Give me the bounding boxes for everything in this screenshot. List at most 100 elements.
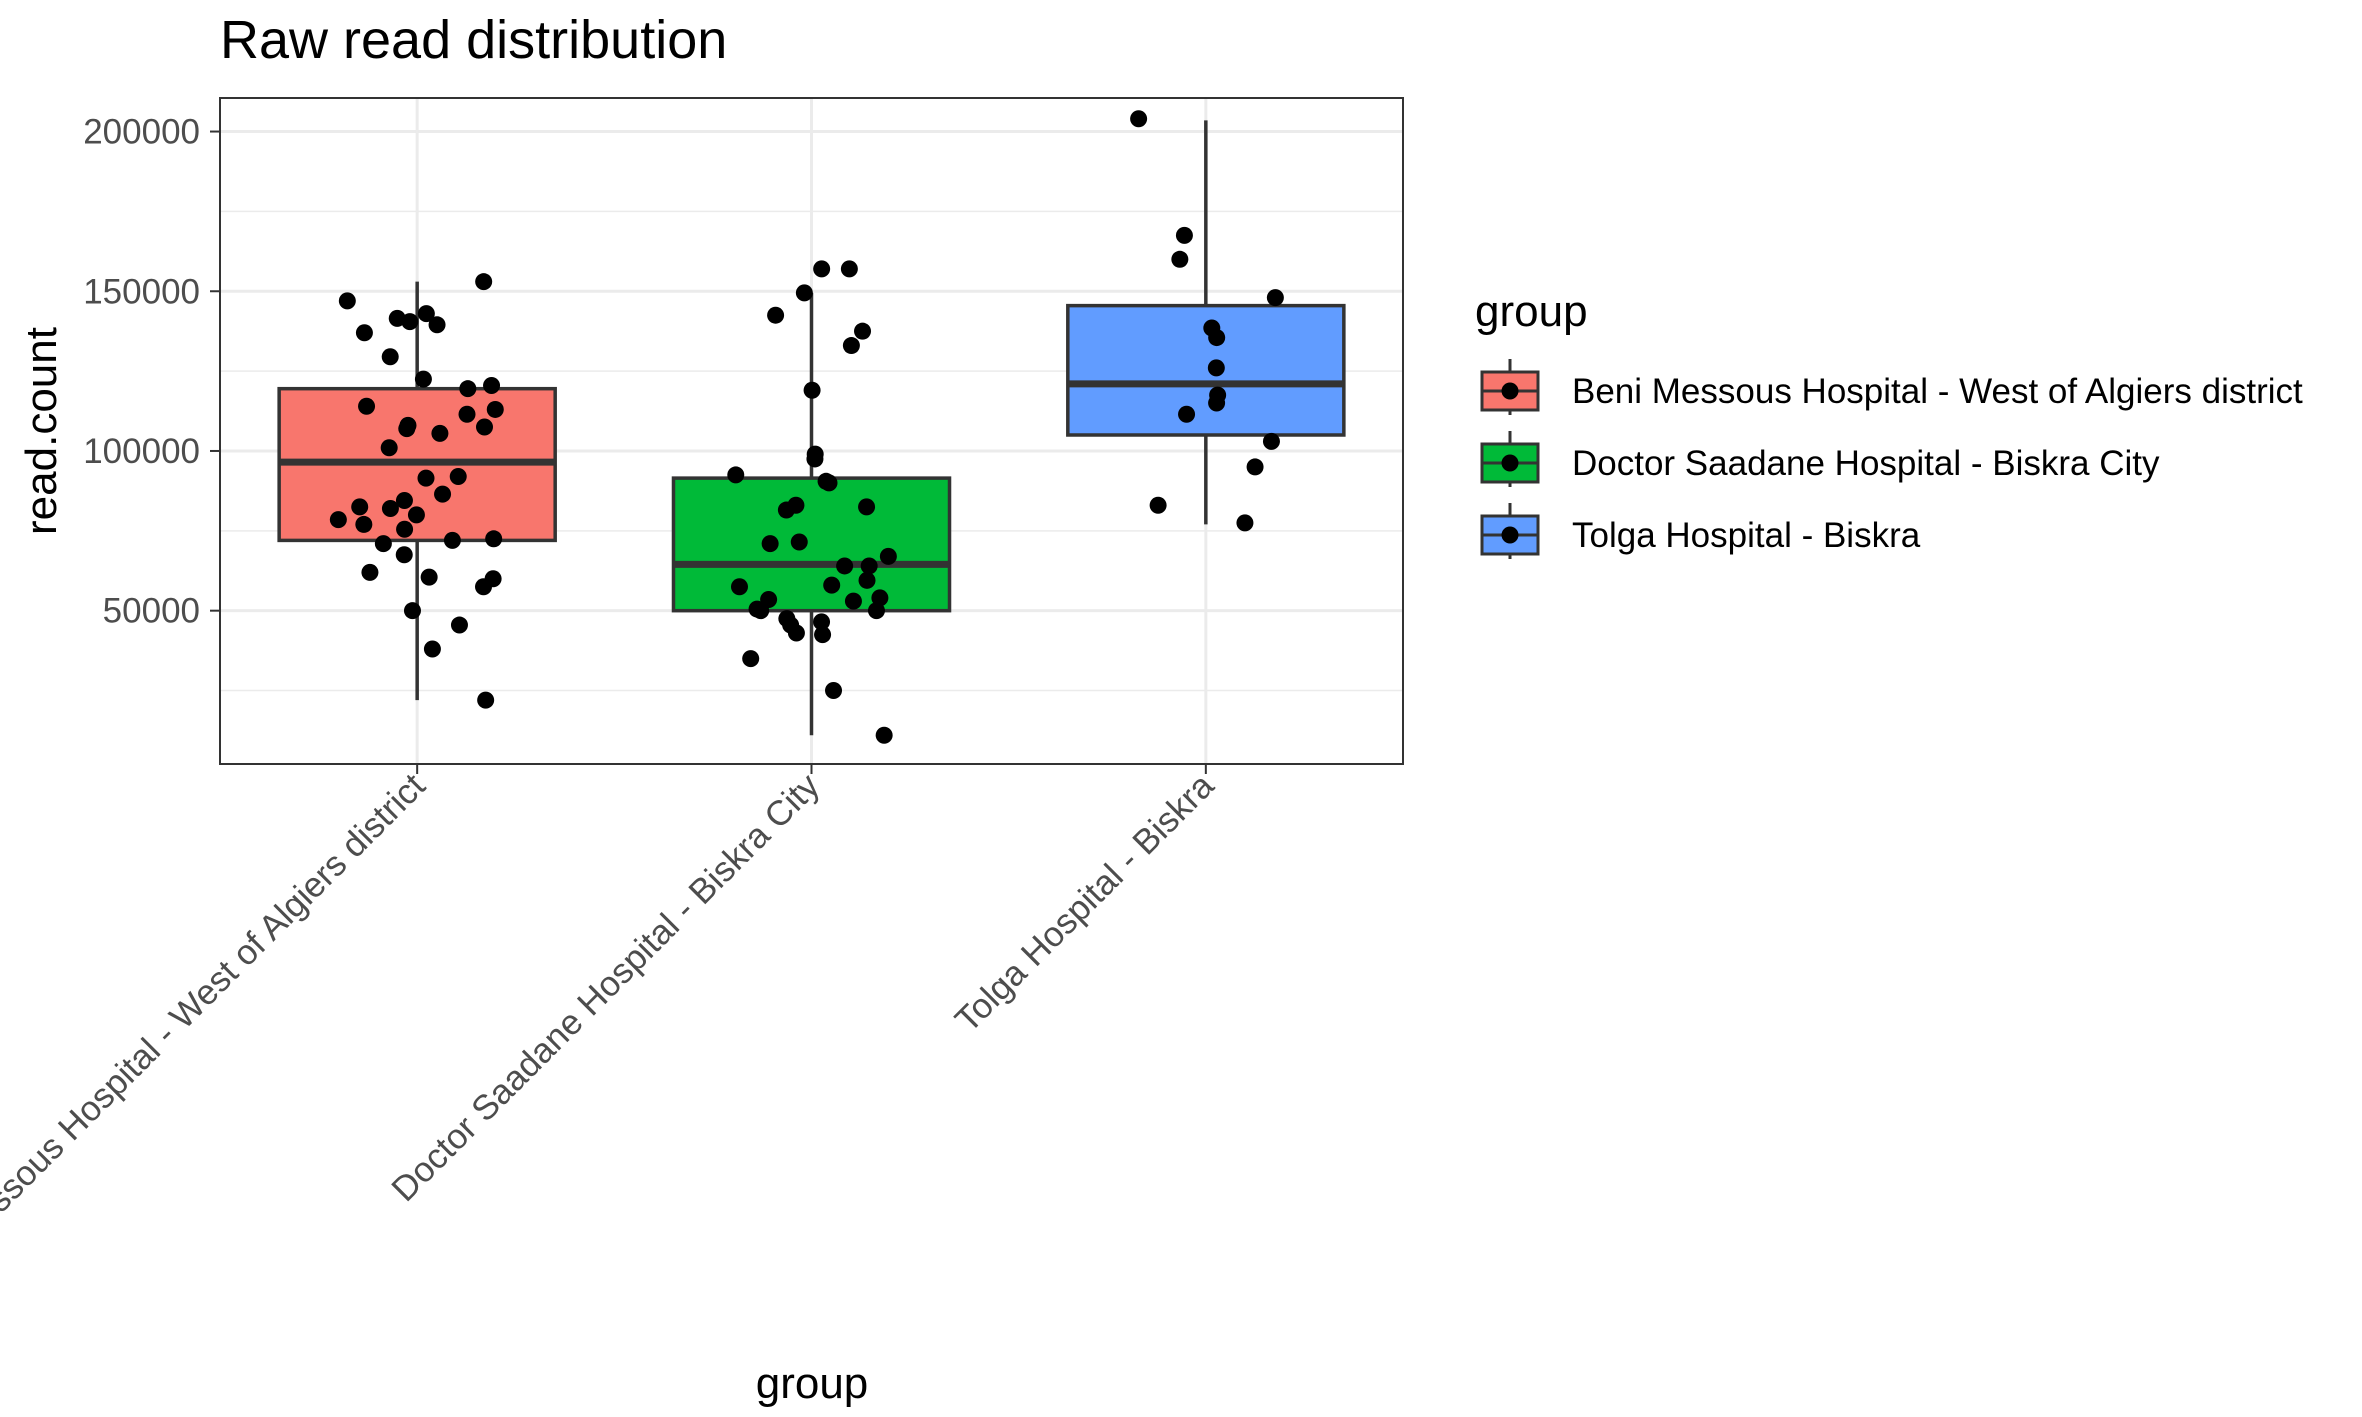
data-point [795,284,813,302]
data-point [823,576,841,594]
data-point [1236,514,1254,532]
y-axis: 50000 100000 150000 200000 [83,113,220,631]
data-point [396,520,414,538]
data-point [483,376,501,394]
chart-title: Raw read distribution [220,10,727,70]
data-point [428,316,446,334]
box [671,476,952,613]
data-point [813,260,831,278]
data-point [486,400,504,418]
data-point [1208,329,1226,347]
data-point [1130,110,1148,128]
data-point [879,547,897,565]
data-point [1175,226,1193,244]
data-point [787,624,805,642]
data-point [875,726,893,744]
legend-label: Tolga Hospital - Biskra [1572,516,1921,555]
data-point [854,322,872,340]
data-point [381,499,399,517]
data-point [443,531,461,549]
data-point [361,563,379,581]
data-point [329,511,347,529]
data-point [485,530,503,548]
data-point [381,348,399,366]
data-point [871,589,889,607]
data-point [431,424,449,442]
data-point [417,469,435,487]
y-axis-title: read.count [17,327,66,535]
data-point [1266,289,1284,307]
data-point [820,474,838,492]
y-tick-label: 200000 [83,113,200,152]
data-point [767,306,785,324]
y-tick-label: 50000 [103,592,200,631]
y-tick-label: 150000 [83,272,200,311]
data-point [790,533,808,551]
data-point [742,650,760,668]
data-point [867,602,885,620]
data-point [417,305,435,323]
data-point [395,491,413,509]
data-point [458,405,476,423]
data-point [1246,458,1264,476]
y-tick-label: 100000 [83,432,200,471]
data-point [355,515,373,533]
data-point [475,273,493,291]
data-point [813,613,831,631]
x-tick-label: Beni Messous Hospital - West of Algiers … [0,766,433,1310]
data-point [355,324,373,342]
data-point [477,691,495,709]
data-point [459,380,477,398]
legend-key-point [1501,454,1519,472]
data-point [414,370,432,388]
data-point [803,381,821,399]
data-point [814,626,832,644]
data-point [842,337,860,355]
legend-label: Beni Messous Hospital - West of Algiers … [1572,372,2303,411]
x-axis-title: group [756,1359,869,1408]
legend-label: Doctor Saadane Hospital - Biskra City [1572,444,2160,483]
data-point [840,260,858,278]
data-point [825,682,843,700]
data-point [1149,496,1167,514]
data-point [761,535,779,553]
x-tick-label: Tolga Hospital - Biskra [948,766,1222,1040]
data-point [395,546,413,564]
data-point [398,420,416,438]
x-axis: Beni Messous Hospital - West of Algiers … [0,764,1222,1310]
data-point [1171,250,1189,268]
data-point [858,498,876,516]
data-point [475,578,493,596]
data-point [374,535,392,553]
data-point [1178,405,1196,423]
data-point [423,640,441,658]
data-point [338,292,356,310]
x-tick-label: Doctor Saadane Hospital - Biskra City [384,766,827,1209]
data-point [450,616,468,634]
data-point [351,498,369,516]
data-point [806,450,824,468]
legend-key-point [1501,526,1519,544]
data-point [358,397,376,415]
data-points [329,110,1284,744]
data-point [407,506,425,524]
data-point [380,439,398,457]
legend-title: group [1475,287,1588,336]
data-point [858,571,876,589]
data-point [1208,394,1226,412]
data-point [401,313,419,331]
data-point [730,578,748,596]
data-point [836,557,854,575]
data-point [475,418,493,436]
data-point [860,557,878,575]
data-point [777,501,795,519]
data-point [1207,359,1225,377]
legend: group Beni Messous Hospital - West of Al… [1475,287,2303,567]
data-point [420,568,438,586]
data-point [1262,432,1280,450]
data-point [844,592,862,610]
data-point [752,602,770,620]
data-point [727,466,745,484]
data-point [403,602,421,620]
